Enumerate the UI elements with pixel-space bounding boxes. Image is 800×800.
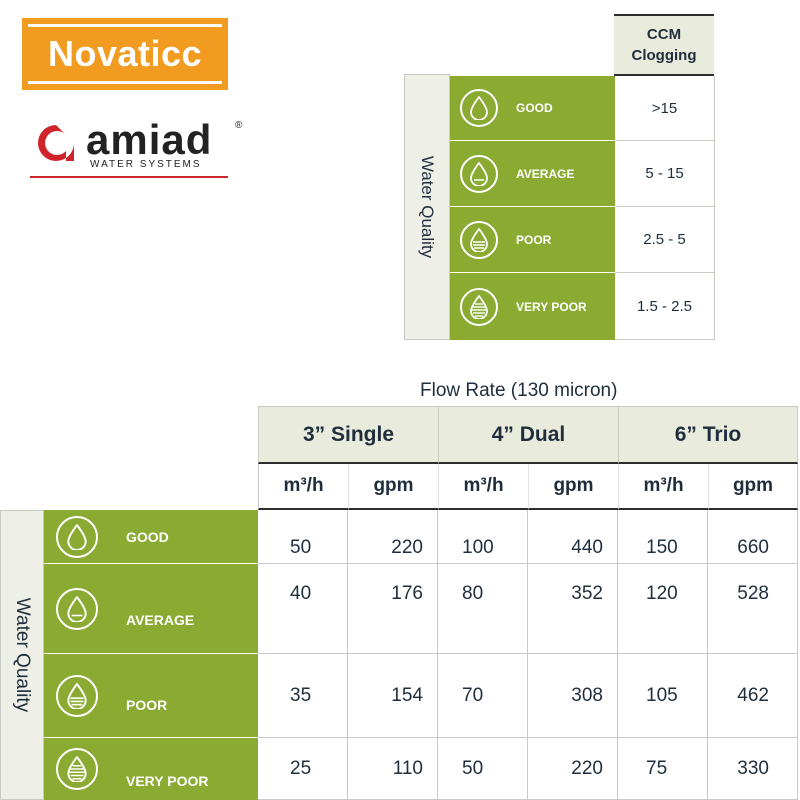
ccm-quality-very-poor: VERY POOR <box>450 273 615 340</box>
ccm-water-quality-label: Water Quality <box>404 74 450 340</box>
flow-cell: 308 <box>528 654 618 738</box>
flow-cell: 35 <box>258 654 348 738</box>
unit-header: gpm <box>528 464 618 510</box>
flow-quality-poor: POOR <box>44 654 258 738</box>
flow-cell: 462 <box>708 654 798 738</box>
flow-cell: 75 <box>618 738 708 800</box>
unit-header: gpm <box>708 464 798 510</box>
flow-cell: 660 <box>708 510 798 564</box>
novaticc-logo-text: Novaticc <box>28 24 222 84</box>
ccm-quality-poor: POOR <box>450 207 615 273</box>
flow-cell: 80 <box>438 564 528 654</box>
flow-cell: 150 <box>618 510 708 564</box>
unit-header: m³/h <box>618 464 708 510</box>
ccm-value-very-poor: 1.5 - 2.5 <box>615 273 715 340</box>
flow-quality-average: AVERAGE <box>44 564 258 654</box>
water-drop-icon <box>460 89 498 127</box>
flow-cell: 100 <box>438 510 528 564</box>
amiad-underline <box>30 176 228 178</box>
flow-quality-good: GOOD <box>44 510 258 564</box>
water-drop-icon <box>460 220 498 259</box>
water-drop-icon <box>460 154 498 193</box>
amiad-wordmark: amiad <box>86 116 213 163</box>
flow-cell: 110 <box>348 738 438 800</box>
flow-cell: 105 <box>618 654 708 738</box>
flow-quality-very-poor: VERY POOR <box>44 738 258 800</box>
ccm-value-poor: 2.5 - 5 <box>615 207 715 273</box>
flow-cell: 220 <box>528 738 618 800</box>
ccm-quality-good: GOOD <box>450 76 615 141</box>
flow-cell: 440 <box>528 510 618 564</box>
flow-cell: 50 <box>438 738 528 800</box>
group-header-4in-dual: 4” Dual <box>438 406 618 464</box>
flow-cell: 528 <box>708 564 798 654</box>
flow-water-quality-label: Water Quality <box>0 510 44 800</box>
flow-cell: 330 <box>708 738 798 800</box>
amiad-registered: ® <box>235 120 243 131</box>
ccm-value-good: >15 <box>615 76 715 141</box>
unit-header: m³/h <box>438 464 528 510</box>
unit-header: gpm <box>348 464 438 510</box>
ccm-quality-average: AVERAGE <box>450 141 615 207</box>
flow-cell: 25 <box>258 738 348 800</box>
flow-cell: 120 <box>618 564 708 654</box>
flow-cell: 70 <box>438 654 528 738</box>
flow-cell: 220 <box>348 510 438 564</box>
flow-cell: 154 <box>348 654 438 738</box>
water-drop-icon <box>56 515 98 558</box>
amiad-mark-icon <box>38 125 74 161</box>
group-header-3in-single: 3” Single <box>258 406 438 464</box>
novaticc-logo: Novaticc <box>22 18 228 90</box>
flow-cell: 176 <box>348 564 438 654</box>
water-drop-icon <box>56 748 98 790</box>
group-header-6in-trio: 6” Trio <box>618 406 798 464</box>
flow-cell: 40 <box>258 564 348 654</box>
water-drop-icon <box>460 287 498 326</box>
water-drop-icon <box>56 674 98 717</box>
amiad-subtitle: WATER SYSTEMS <box>90 159 202 170</box>
water-drop-icon <box>56 587 98 630</box>
ccm-value-average: 5 - 15 <box>615 141 715 207</box>
flow-rate-caption: Flow Rate (130 micron) <box>420 380 618 401</box>
flow-cell: 50 <box>258 510 348 564</box>
ccm-clogging-header: CCM Clogging <box>614 14 714 76</box>
amiad-logo: amiad ® WATER SYSTEMS <box>30 116 242 182</box>
unit-header: m³/h <box>258 464 348 510</box>
flow-cell: 352 <box>528 564 618 654</box>
